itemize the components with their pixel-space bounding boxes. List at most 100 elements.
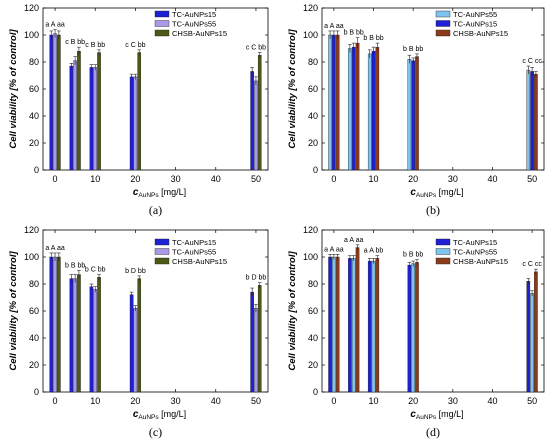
chart-panel-4: 0 20 40 60 80 100 120 0 10 20 30 40 50 Cell viability…: [287, 225, 545, 439]
bar-TC-AuNPs55-0: [332, 256, 336, 393]
legend-swatch: [435, 257, 451, 265]
y-tick-label: 120: [24, 3, 39, 13]
significance-label: a A aa: [324, 23, 344, 30]
x-tick-label: 30: [171, 396, 181, 406]
bar-CHSB-AuNPs15-10: [97, 52, 101, 171]
significance-label: b B bb: [344, 30, 364, 37]
legend-swatch: [154, 29, 170, 37]
significance-label: b B bb: [363, 35, 383, 42]
bar-CHSB-AuNPs15-50: [534, 73, 538, 171]
bar-TC-AuNPs55-5: [351, 258, 356, 393]
legend-swatch: [435, 248, 451, 255]
y-tick-label: 40: [29, 333, 39, 343]
legend-label: TC-AuNPs15: [453, 20, 497, 29]
bar-CHSB-AuNPs15-20: [137, 278, 142, 393]
x-axis-label: cAuNPs [mg/L]: [410, 409, 463, 421]
bar-TC-AuNPs55-0: [53, 256, 57, 393]
x-tick-label: 0: [53, 174, 58, 184]
x-tick-label: 30: [448, 396, 458, 406]
significance-label: c C cc: [522, 58, 542, 65]
significance-label: a A aa: [344, 237, 364, 244]
panel-caption: (d): [426, 425, 440, 439]
chart-panel-2: 0 20 40 60 80 100 120 0 10 20 30 40 50 Cell viability…: [287, 3, 545, 217]
bar-TC-AuNPs15-0: [332, 34, 336, 171]
bar-TC-AuNPs15-10: [89, 286, 94, 393]
x-axis-label: cAuNPs [mg/L]: [133, 187, 186, 199]
x-tick-label: 40: [487, 396, 497, 406]
y-tick-label: 20: [29, 360, 39, 370]
bar-TC-AuNPs55-20: [133, 76, 138, 171]
x-tick-label: 50: [527, 174, 537, 184]
bar-TC-AuNPs55-50: [526, 69, 531, 171]
significance-label: a A aa: [45, 245, 65, 252]
y-tick-label: 80: [29, 279, 39, 289]
bar-TC-AuNPs55-20: [133, 308, 138, 393]
significance-label: a A aa: [324, 246, 344, 253]
bar-CHSB-AuNPs15-10: [97, 277, 101, 393]
x-tick-label: 40: [487, 174, 497, 184]
x-tick-label: 10: [369, 174, 379, 184]
bar-CHSB-AuNPs15-5: [77, 51, 81, 171]
bar-TC-AuNPs55-10: [93, 67, 98, 171]
y-axis-label: Cell viability [% of control]: [287, 29, 298, 149]
y-tick-label: 120: [303, 3, 318, 13]
bar-TC-AuNPs55-10: [371, 260, 376, 393]
legend-swatch: [154, 10, 170, 18]
y-tick-label: 0: [34, 387, 39, 397]
bar-CHSB-AuNPs15-5: [355, 247, 360, 393]
legend-label: CHSB-AuNPs15: [453, 257, 508, 266]
legend-label: TC-AuNPs15: [453, 238, 497, 247]
bar-TC-AuNPs15-50: [250, 291, 254, 393]
y-tick-label: 80: [308, 57, 318, 67]
x-axis-label: cAuNPs [mg/L]: [133, 409, 186, 421]
chart-panel-1: 0 20 40 60 80 100 120 0 10 20 30 40 50 Cell viability…: [8, 3, 269, 217]
significance-label: c B bb: [65, 39, 85, 46]
bar-TC-AuNPs15-0: [49, 34, 54, 171]
bar-TC-AuNPs15-10: [89, 67, 94, 171]
bar-TC-AuNPs55-5: [73, 60, 77, 171]
bar-TC-AuNPs15-5: [69, 278, 74, 393]
bar-TC-AuNPs15-5: [69, 65, 74, 171]
bar-TC-AuNPs15-5: [351, 46, 356, 171]
significance-label: b B bb: [403, 252, 423, 259]
bar-CHSB-AuNPs15-10: [375, 258, 380, 393]
x-tick-label: 10: [90, 396, 100, 406]
panel-caption: (b): [426, 203, 440, 217]
legend-swatch: [154, 257, 170, 265]
bar-CHSB-AuNPs15-0: [57, 34, 61, 171]
legend-swatch: [435, 10, 451, 18]
significance-label: b B bb: [403, 46, 423, 53]
bar-TC-AuNPs55-50: [254, 80, 258, 171]
significance-label: c B bb: [85, 42, 105, 49]
y-tick-label: 60: [29, 84, 39, 94]
legend-swatch: [154, 20, 170, 27]
x-tick-label: 40: [211, 174, 221, 184]
y-tick-label: 60: [308, 84, 318, 94]
legend-swatch: [435, 238, 451, 246]
chart-panel-3: 0 20 40 60 80 100 120 0 10 20 30 40 50 Cell viability…: [8, 225, 269, 439]
y-tick-label: 0: [34, 165, 39, 175]
legend-label: TC-AuNPs55: [172, 20, 216, 29]
legend-label: CHSB-AuNPs15: [172, 29, 227, 38]
bar-TC-AuNPs15-50: [530, 71, 534, 171]
legend-label: TC-AuNPs55: [453, 248, 497, 257]
x-tick-label: 0: [331, 396, 336, 406]
y-tick-label: 100: [303, 252, 318, 262]
significance-label: c C bb: [125, 42, 145, 49]
significance-label: c C cc: [522, 261, 542, 268]
y-tick-label: 100: [24, 252, 39, 262]
significance-label: b D bb: [246, 275, 267, 282]
x-tick-label: 0: [331, 174, 336, 184]
bar-TC-AuNPs15-0: [49, 256, 54, 393]
x-tick-label: 20: [408, 396, 418, 406]
bar-TC-AuNPs55-20: [411, 263, 415, 393]
x-tick-label: 50: [527, 396, 537, 406]
y-tick-label: 100: [24, 30, 39, 40]
y-tick-label: 40: [308, 111, 318, 121]
bar-TC-AuNPs15-50: [526, 281, 531, 393]
y-tick-label: 20: [308, 138, 318, 148]
significance-label: b C bb: [85, 267, 106, 274]
